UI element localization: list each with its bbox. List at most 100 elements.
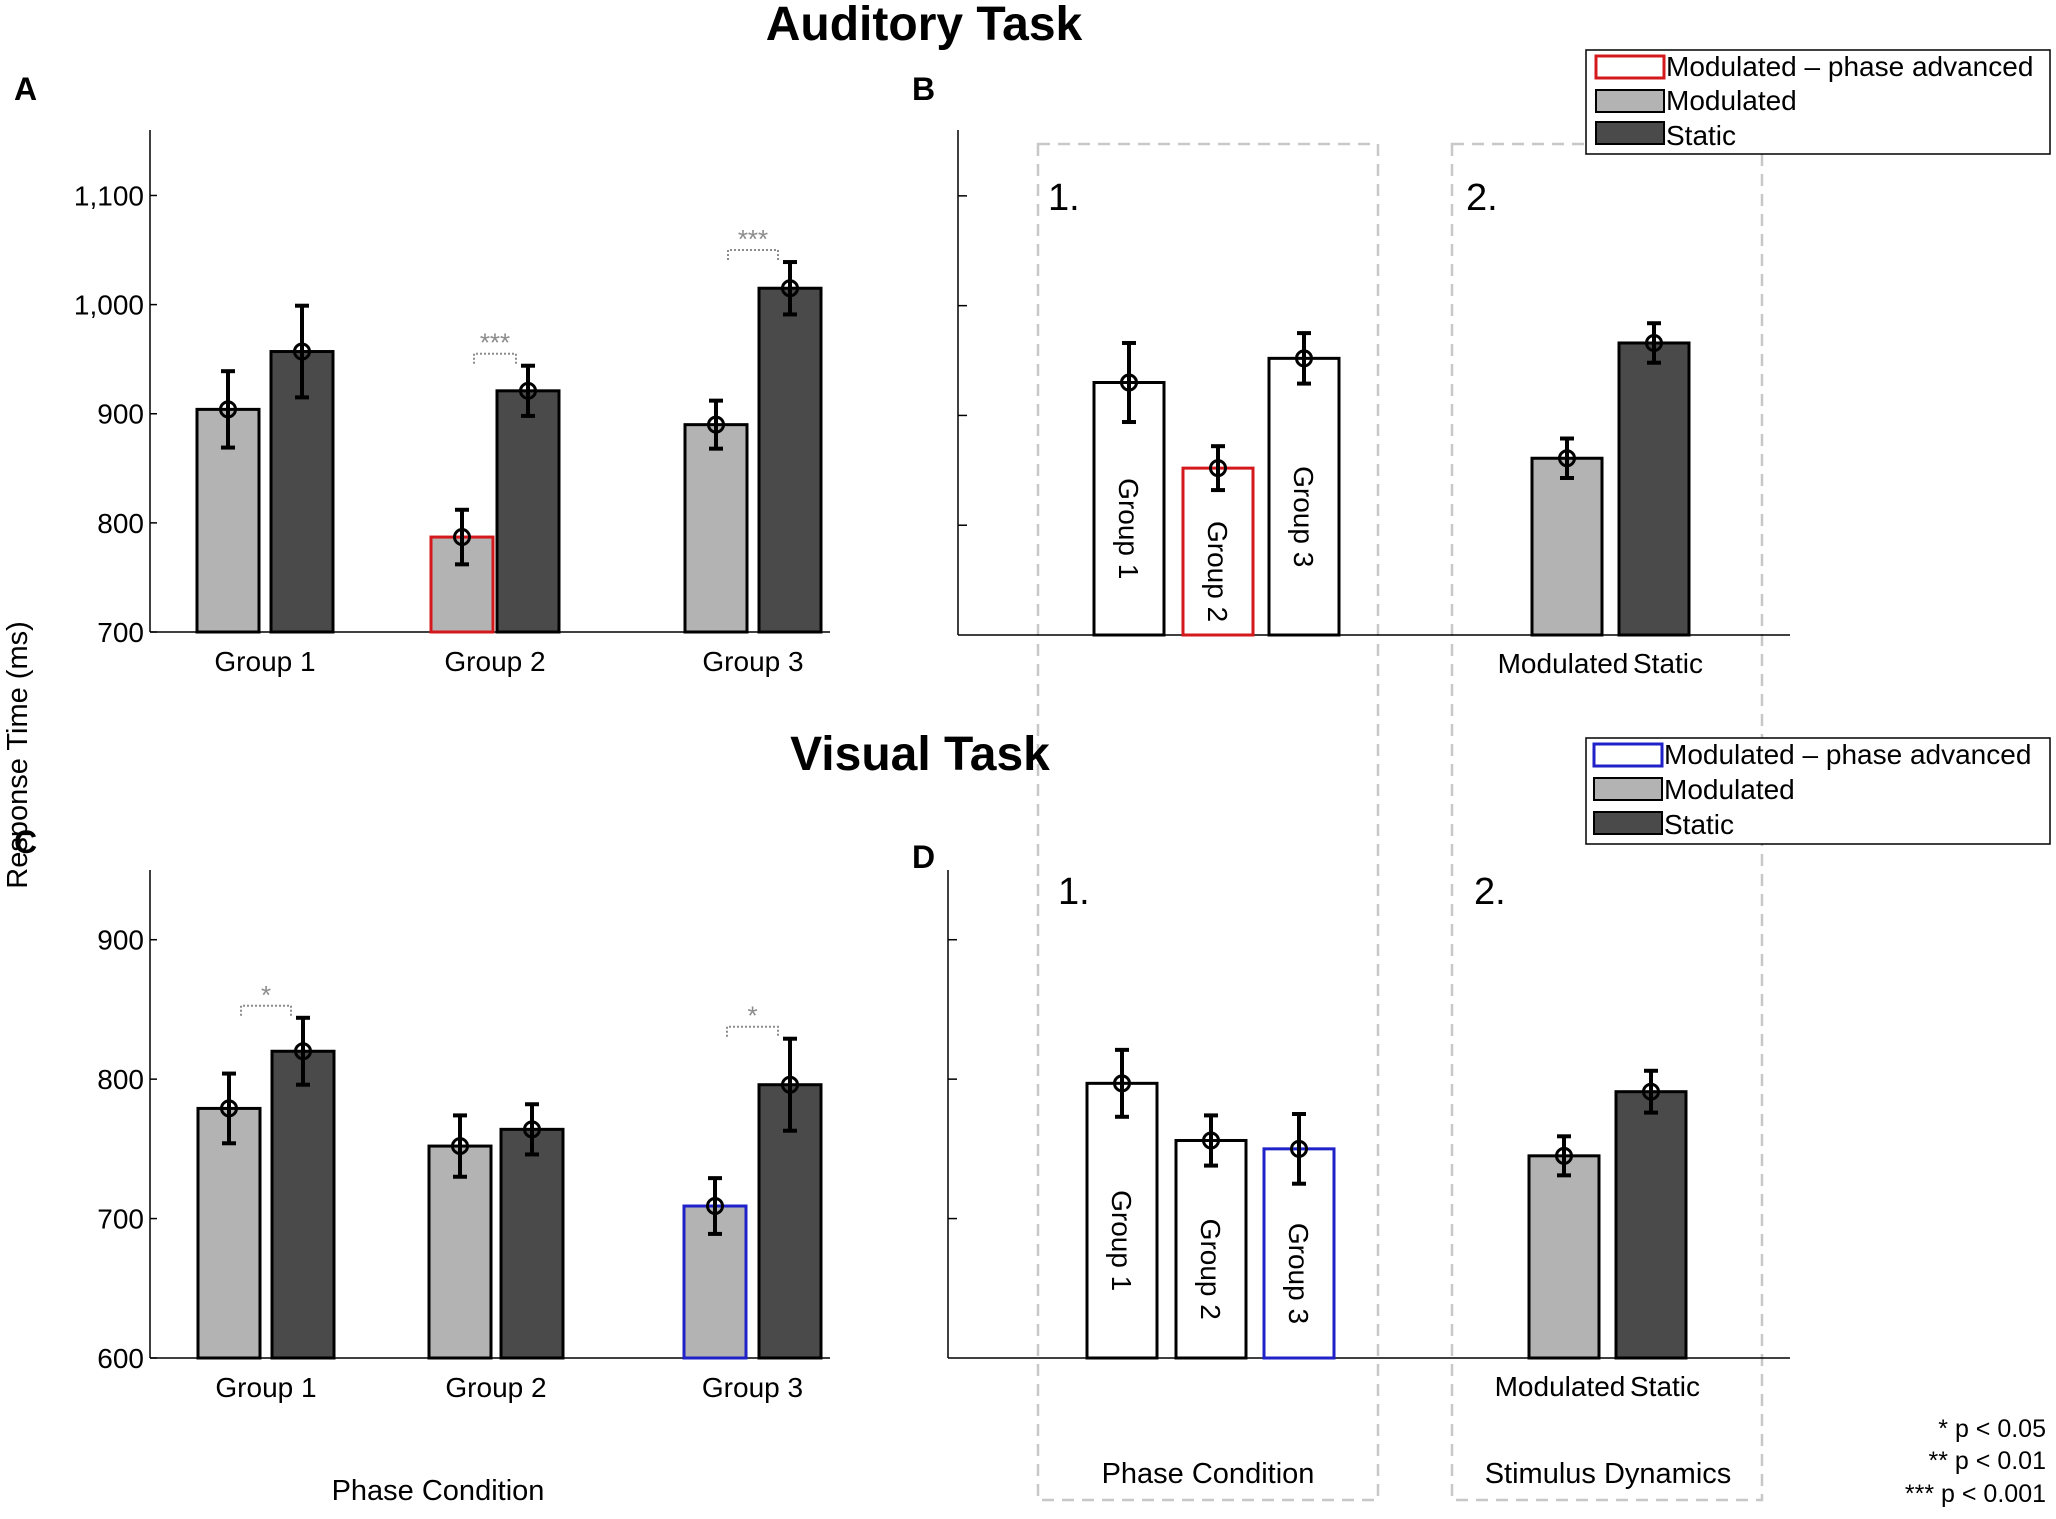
panel-d-bar-static-mean-marker bbox=[1642, 1082, 1660, 1101]
panel-a-significance-group-2-stars: *** bbox=[480, 328, 510, 358]
panel-c-significance-group-3-bracket bbox=[726, 1025, 779, 1037]
panel-b-bar-static-mean-marker bbox=[1645, 333, 1663, 352]
legend-visual-label-static: Static bbox=[1664, 809, 1734, 840]
panel-a-chart: 700 800 900 1,000 1,100 Group 1 Group 2 Group 3… bbox=[74, 130, 830, 677]
panel-a-y-tick-label: 1,000 bbox=[74, 290, 144, 321]
panel-c-bar-group-2-modulated bbox=[427, 1144, 493, 1360]
box-number-1-bottom: 1. bbox=[1058, 871, 1090, 913]
panel-letter-c: C bbox=[14, 824, 37, 860]
panel-d-bar-group-1-label: Group 1 bbox=[1106, 1190, 1137, 1291]
panel-c-x-tick-label-group-2: Group 2 bbox=[445, 1372, 546, 1403]
panel-d-bar-group-1-mean-marker bbox=[1113, 1074, 1131, 1093]
panel-b-bar-group-1-mean-marker bbox=[1120, 373, 1138, 392]
panel-d-bar-group-3-label: Group 3 bbox=[1283, 1223, 1314, 1324]
panel-c-y-tick-label: 700 bbox=[97, 1204, 144, 1235]
panel-b-bar-group-1-label: Group 1 bbox=[1113, 478, 1144, 579]
legend-visual-swatch-static bbox=[1593, 811, 1663, 835]
legend-visual-swatch-modulated bbox=[1593, 777, 1663, 801]
phase-condition-box-label: Phase Condition bbox=[1102, 1458, 1315, 1490]
panel-d-bar-group-2-label: Group 2 bbox=[1195, 1219, 1226, 1320]
panel-b-chart: Group 1 Group 2 Group 3 Modulated Static bbox=[957, 130, 1790, 679]
panel-a-y-tick-label: 1,100 bbox=[74, 180, 144, 211]
panel-b-bar-group-2-label: Group 2 bbox=[1202, 521, 1233, 622]
panel-c-chart: 600 700 800 900 Group 1 Group 2 Group 3 * * bbox=[97, 870, 830, 1403]
panel-c-bar-group-2-modulated-mean-marker bbox=[451, 1137, 469, 1156]
y-axis-title: Response Time (ms) bbox=[2, 621, 34, 889]
panel-c-y-tick-label: 600 bbox=[97, 1343, 144, 1374]
panel-letter-d: D bbox=[912, 839, 935, 875]
panel-a-bar-group-2-static-mean-marker bbox=[519, 381, 537, 400]
legend-auditory-swatch-modulated bbox=[1595, 89, 1665, 113]
auditory-task-title: Auditory Task bbox=[766, 0, 1083, 51]
panel-a-significance-group-3-bracket bbox=[727, 249, 779, 261]
panel-b-bar-modulated-tick-label: Modulated bbox=[1498, 648, 1629, 679]
legend-visual-frame bbox=[1585, 737, 2051, 845]
panel-c-bar-group-1-modulated bbox=[196, 1106, 262, 1360]
panel-c-x-tick-label-group-1: Group 1 bbox=[215, 1372, 316, 1403]
panel-a-bar-group-3-modulated-mean-marker bbox=[707, 415, 725, 434]
panel-b-bar-group-2 bbox=[1181, 466, 1255, 637]
panel-d-bar-modulated-tick-label: Modulated bbox=[1495, 1371, 1626, 1402]
panel-a-y-tick-label: 900 bbox=[97, 399, 144, 430]
panel-d-bar-group-2-mean-marker bbox=[1202, 1131, 1220, 1150]
panel-b-bar-group-1 bbox=[1092, 381, 1166, 637]
panel-a-bar-group-1-modulated bbox=[195, 407, 261, 634]
panel-b-bar-group-3-label: Group 3 bbox=[1288, 466, 1319, 567]
legend-visual-label-phase-advanced: Modulated – phase advanced bbox=[1664, 739, 2031, 770]
panel-d-bar-static bbox=[1614, 1090, 1688, 1360]
panel-a-bar-group-3-static-mean-marker bbox=[781, 279, 799, 298]
panel-d-bar-group-3-mean-marker bbox=[1290, 1139, 1308, 1158]
panel-a-bar-group-3-static bbox=[757, 286, 823, 634]
x-axis-title-left: Phase Condition bbox=[332, 1475, 545, 1507]
panel-c-significance-group-3-stars: * bbox=[747, 1001, 757, 1031]
box-number-2-bottom: 2. bbox=[1474, 871, 1506, 913]
panel-c-x-tick-label-group-3: Group 3 bbox=[702, 1372, 803, 1403]
panel-b-bar-static-tick-label: Static bbox=[1633, 648, 1703, 679]
legend-visual: Modulated – phase advanced Modulated Sta… bbox=[1585, 737, 2051, 845]
panel-b-bar-modulated bbox=[1530, 456, 1604, 637]
panel-c-bar-group-1-static bbox=[270, 1049, 336, 1360]
legend-auditory-label-static: Static bbox=[1666, 120, 1736, 151]
panel-c-significance-group-1-bracket bbox=[240, 1004, 292, 1016]
panel-a-x-tick-label-group-3: Group 3 bbox=[702, 646, 803, 677]
panel-a-bar-group-1-static-mean-marker bbox=[293, 342, 311, 361]
phase-condition-box bbox=[1036, 142, 1380, 1502]
panel-d-bar-static-tick-label: Static bbox=[1630, 1371, 1700, 1402]
box-number-2-top: 2. bbox=[1466, 177, 1498, 219]
legend-auditory-swatch-static bbox=[1595, 121, 1665, 145]
panel-a-y-tick-label: 700 bbox=[97, 617, 144, 648]
panel-a-x-tick-label-group-1: Group 1 bbox=[214, 646, 315, 677]
panel-a-bar-group-2-modulated-mean-marker bbox=[453, 528, 471, 547]
panel-c-bar-group-1-modulated-mean-marker bbox=[220, 1099, 238, 1118]
panel-c-significance-group-1-stars: * bbox=[261, 980, 271, 1010]
panel-d-bar-modulated bbox=[1527, 1154, 1601, 1360]
panel-a-y-tick-label: 800 bbox=[97, 508, 144, 539]
panel-letter-b: B bbox=[912, 71, 935, 107]
legend-auditory-swatch-phase-advanced bbox=[1594, 54, 1666, 80]
sig-key-one-star: * p < 0.05 bbox=[1938, 1415, 2046, 1443]
panel-c-bar-group-2-static-mean-marker bbox=[523, 1120, 541, 1139]
panel-a-significance-group-2-bracket bbox=[473, 352, 517, 364]
panel-letter-a: A bbox=[14, 71, 37, 107]
panel-a-significance-group-3-stars: *** bbox=[738, 224, 768, 254]
sig-key-two-star: ** p < 0.01 bbox=[1929, 1447, 2046, 1475]
sig-key-three-star: *** p < 0.001 bbox=[1905, 1480, 2046, 1508]
legend-auditory-label-phase-advanced: Modulated – phase advanced bbox=[1666, 51, 2033, 82]
panel-b-bar-group-3 bbox=[1267, 356, 1341, 637]
visual-task-title: Visual Task bbox=[790, 728, 1050, 781]
panel-d-bar-modulated-mean-marker bbox=[1555, 1146, 1573, 1165]
panel-b-bar-static bbox=[1617, 341, 1691, 637]
panel-c-bar-group-3-modulated-mean-marker bbox=[706, 1197, 724, 1216]
panel-b-bar-group-3-mean-marker bbox=[1295, 349, 1313, 368]
panel-c-bar-group-1-static-mean-marker bbox=[294, 1042, 312, 1061]
box-number-1-top: 1. bbox=[1048, 177, 1080, 219]
legend-visual-label-modulated: Modulated bbox=[1664, 774, 1795, 805]
stimulus-dynamics-box-label: Stimulus Dynamics bbox=[1485, 1458, 1732, 1490]
legend-auditory: Modulated – phase advanced Modulated Sta… bbox=[1585, 49, 2051, 155]
legend-visual-swatch-phase-advanced bbox=[1592, 742, 1664, 768]
panel-b-bar-group-2-mean-marker bbox=[1209, 459, 1227, 478]
panel-a-bar-group-3-modulated bbox=[683, 423, 749, 634]
panel-c-y-tick-label: 900 bbox=[97, 925, 144, 956]
panel-c-bar-group-3-static-mean-marker bbox=[781, 1075, 799, 1094]
